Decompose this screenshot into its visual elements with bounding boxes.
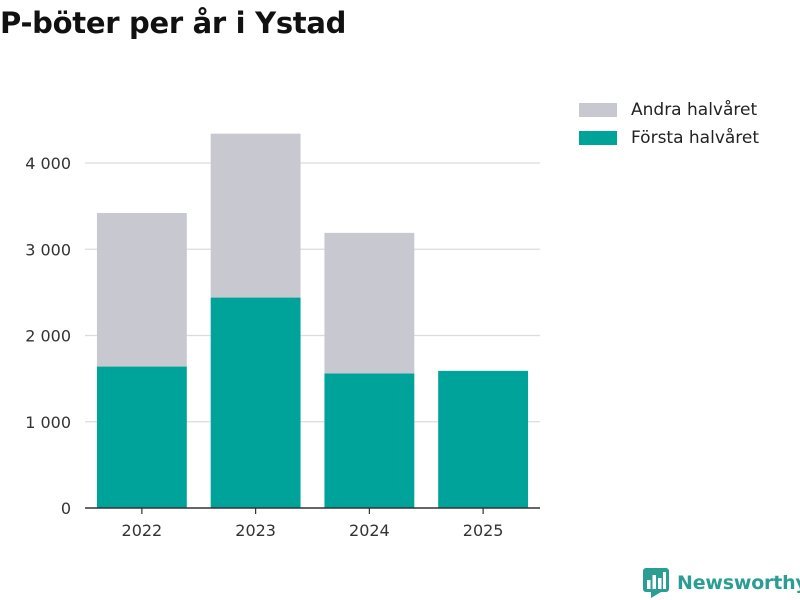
legend-item-andra: Andra halvåret xyxy=(579,96,759,124)
y-tick-label: 2 000 xyxy=(25,327,71,346)
bar-forsta-halvaret xyxy=(324,373,415,508)
legend-label-forsta: Första halvåret xyxy=(631,128,760,148)
bar-forsta-halvaret xyxy=(96,366,187,508)
brand-name: Newsworthy xyxy=(677,572,800,594)
bar-andra-halvaret xyxy=(210,133,301,298)
bar-andra-halvaret xyxy=(96,213,187,367)
x-tick-label: 2023 xyxy=(235,521,276,540)
bar-forsta-halvaret xyxy=(210,297,301,508)
bar-andra-halvaret xyxy=(324,232,415,374)
chart-title: P-böter per år i Ystad xyxy=(0,6,347,40)
y-tick-label: 3 000 xyxy=(25,240,71,259)
legend-item-forsta: Första halvåret xyxy=(579,124,759,152)
legend-swatch-andra xyxy=(579,103,617,117)
legend-label-andra: Andra halvåret xyxy=(631,100,758,120)
legend: Andra halvåret Första halvåret xyxy=(579,96,759,152)
x-tick-label: 2022 xyxy=(122,521,163,540)
brand-logo: Newsworthy xyxy=(643,568,800,598)
x-tick-label: 2024 xyxy=(349,521,390,540)
y-tick-label: 0 xyxy=(61,499,71,518)
bar-forsta-halvaret xyxy=(438,370,529,508)
newsworthy-logo-icon xyxy=(643,568,669,598)
y-tick-label: 1 000 xyxy=(25,413,71,432)
y-tick-label: 4 000 xyxy=(25,154,71,173)
legend-swatch-forsta xyxy=(579,131,617,145)
x-tick-label: 2025 xyxy=(463,521,504,540)
